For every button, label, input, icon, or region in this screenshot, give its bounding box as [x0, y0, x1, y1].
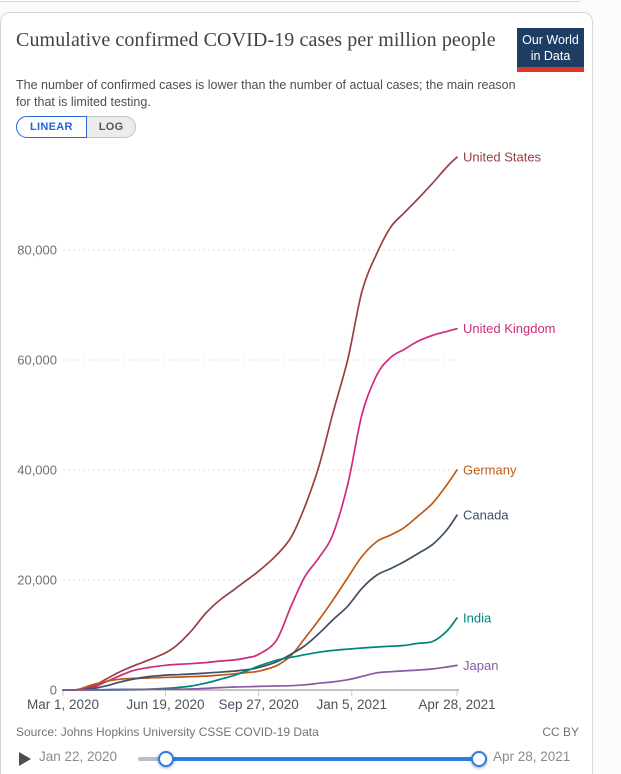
timeline-start-label: Jan 22, 2020	[39, 749, 118, 764]
chart-subtitle: The number of confirmed cases is lower t…	[16, 78, 516, 109]
license-link[interactable]: CC BY	[542, 725, 579, 739]
x-axis-label: Apr 28, 2021	[418, 697, 495, 712]
linear-tab[interactable]: LINEAR	[16, 116, 87, 138]
timeline-handle-start[interactable]	[158, 751, 174, 767]
footer-row: Source: Johns Hopkins University CSSE CO…	[16, 725, 579, 739]
series-label-united-states[interactable]: United States	[463, 150, 542, 165]
owid-logo[interactable]: Our World in Data	[517, 28, 584, 72]
y-axis-label-40000: 40,000	[17, 463, 57, 478]
x-axis-label: Mar 1, 2020	[27, 697, 99, 712]
scale-toggle-group: LINEAR LOG	[16, 116, 137, 138]
chart-title: Cumulative confirmed COVID-19 cases per …	[16, 29, 496, 51]
series-label-united-kingdom[interactable]: United Kingdom	[463, 321, 556, 336]
series-line-canada[interactable]	[62, 514, 458, 691]
log-tab[interactable]: LOG	[86, 116, 137, 138]
series-line-united-kingdom[interactable]	[62, 327, 458, 691]
series-label-japan[interactable]: Japan	[463, 658, 498, 673]
series-label-germany[interactable]: Germany	[463, 463, 517, 478]
owid-logo-text: Our World in Data	[517, 28, 584, 67]
series-line-germany[interactable]	[62, 469, 458, 691]
timeline-end-label: Apr 28, 2021	[493, 749, 571, 764]
x-axis-label: Jan 5, 2021	[316, 697, 387, 712]
line-chart: 0 20,000 40,000 60,000 80,000 Mar 1, 2020 Jun …	[17, 150, 556, 712]
x-axis-label: Jun 19, 2020	[126, 697, 204, 712]
timeline-track-unselected[interactable]	[138, 757, 170, 761]
series-label-india[interactable]: India	[463, 610, 492, 625]
y-axis-label-20000: 20,000	[17, 573, 57, 588]
timeline-slider[interactable]	[138, 746, 487, 772]
y-axis-label-60000: 60,000	[17, 353, 57, 368]
source-note: Source: Johns Hopkins University CSSE CO…	[16, 725, 319, 739]
owid-logo-redbar	[517, 67, 584, 72]
top-hairline	[0, 1, 580, 2]
x-axis-label: Sep 27, 2020	[218, 697, 298, 712]
y-axis-label-80000: 80,000	[17, 243, 57, 258]
series-line-japan[interactable]	[62, 664, 458, 691]
series-line-united-states[interactable]	[62, 156, 458, 692]
chart-card: Cumulative confirmed COVID-19 cases per …	[0, 12, 593, 774]
series-label-canada[interactable]: Canada	[463, 508, 509, 523]
timeline-handle-end[interactable]	[471, 751, 487, 767]
timeline: Jan 22, 2020 Apr 28, 2021	[1, 746, 593, 772]
timeline-track-selected[interactable]	[164, 757, 479, 761]
y-axis-label-0: 0	[50, 683, 57, 698]
play-button[interactable]	[19, 752, 31, 766]
